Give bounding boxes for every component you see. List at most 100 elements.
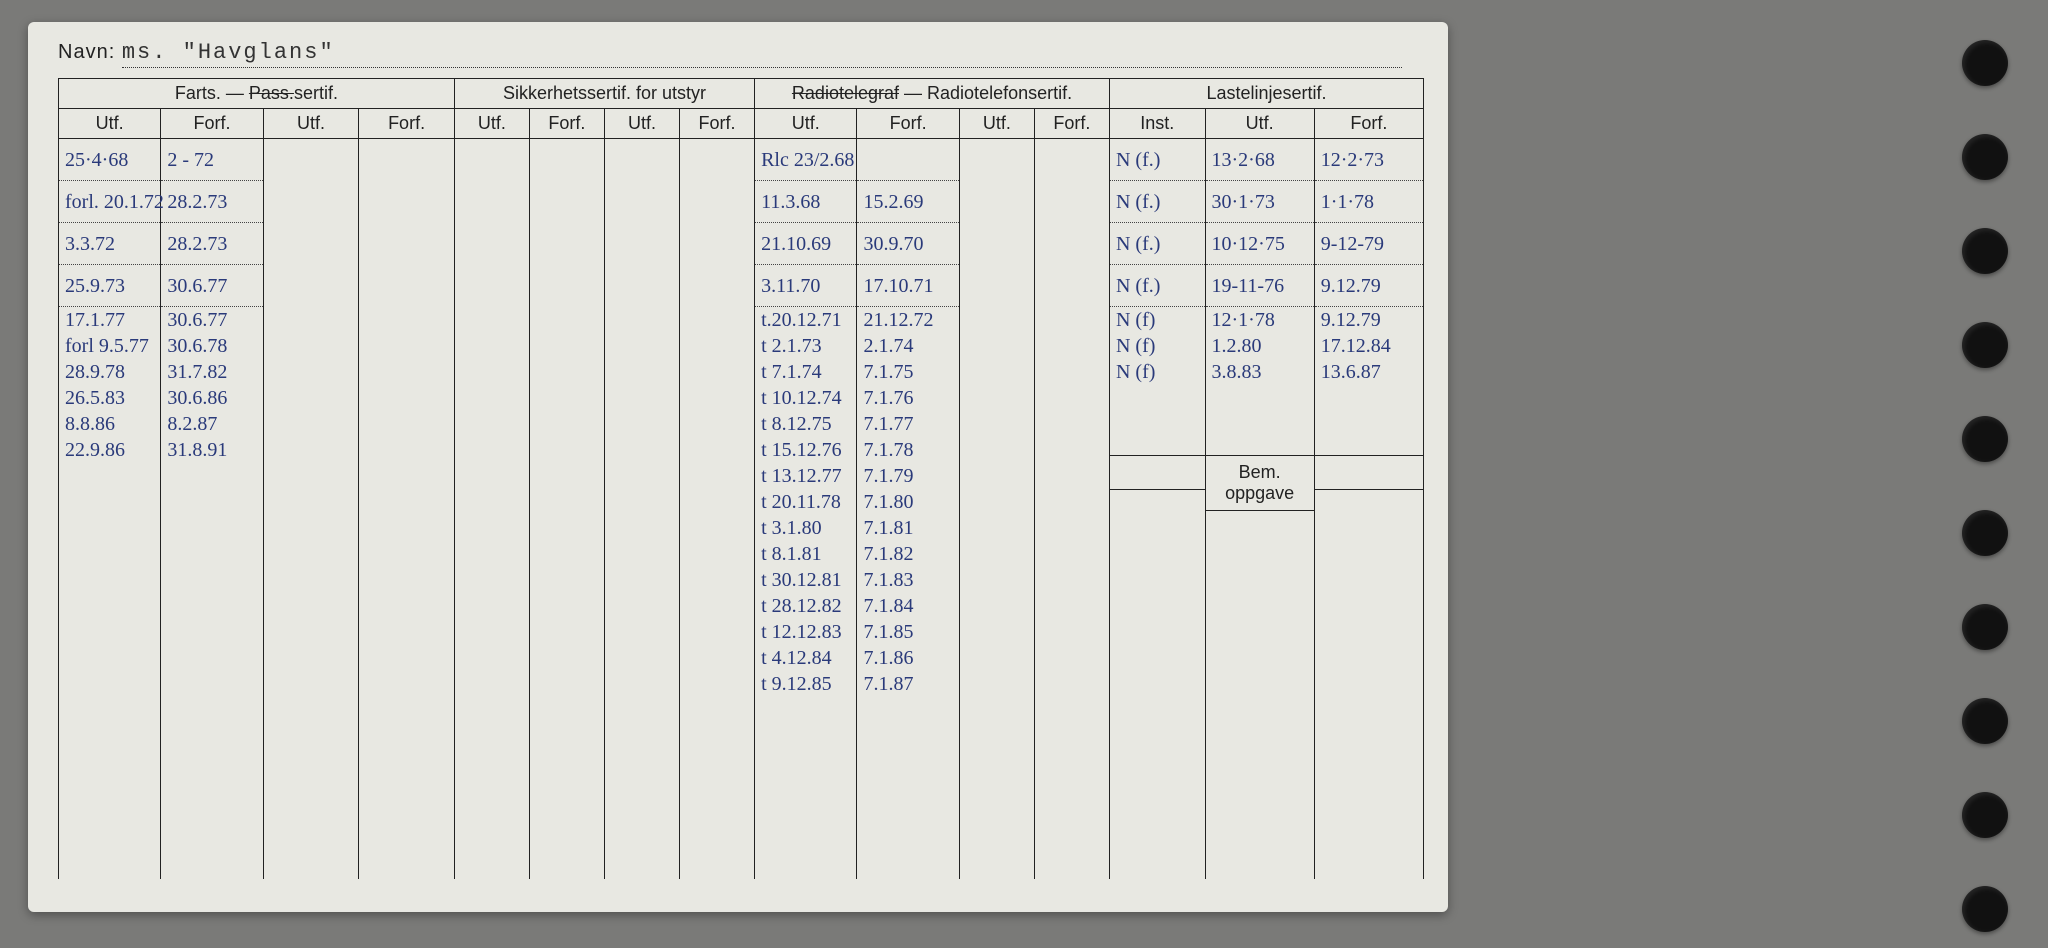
radio-utf2-col [959,139,1034,880]
handwritten-entry: 12·2·73 [1315,139,1423,181]
handwritten-entry: t 15.12.76 [755,437,856,463]
radio-forf-col: 15.2.6930.9.7017.10.7121.12.722.1.747.1.… [857,139,959,880]
handwritten-entry: t 9.12.85 [755,671,856,697]
handwritten-entry: 30.6.77 [161,307,262,333]
handwritten-entry: t 30.12.81 [755,567,856,593]
col-farts-utf2: Utf. [263,109,359,139]
handwritten-entry: 9.12.79 [1315,265,1423,307]
handwritten-entry: 17.12.84 [1315,333,1423,359]
radio-rest: Radiotelefonsertif. [927,83,1072,103]
farts-utf-col: 25·4·68forl. 20.1.723.3.7225.9.7317.1.77… [59,139,161,880]
sik-forf2-col [680,139,755,880]
handwritten-entry: N (f) [1110,307,1205,333]
handwritten-entry: N (f.) [1110,265,1205,307]
col-sik-utf1: Utf. [454,109,529,139]
handwritten-entry: 8.8.86 [59,411,160,437]
hole-icon [1962,416,2008,462]
group-header-farts: Farts. — Pass.sertif. [59,79,455,109]
handwritten-entry: forl 9.5.77 [59,333,160,359]
handwritten-entry: t 12.12.83 [755,619,856,645]
handwritten-entry: 31.7.82 [161,359,262,385]
handwritten-entry: 15.2.69 [857,181,958,223]
hole-icon [1962,604,2008,650]
handwritten-entry: t 2.1.73 [755,333,856,359]
handwritten-entry: 13.6.87 [1315,359,1423,385]
farts-text: Farts. — [175,83,244,103]
navn-row: Navn: ms. "Havglans" [58,40,1424,72]
handwritten-entry: 31.8.91 [161,437,262,463]
laste-inst-col: N (f.)N (f.)N (f.)N (f.)N (f)N (f)N (f) [1109,139,1205,880]
hole-icon [1962,886,2008,932]
col-sik-utf2: Utf. [604,109,679,139]
handwritten-entry: 3.3.72 [59,223,160,265]
handwritten-entry: N (f.) [1110,139,1205,181]
handwritten-entry: N (f.) [1110,223,1205,265]
handwritten-entry: 21.12.72 [857,307,958,333]
handwritten-entry: 30.6.86 [161,385,262,411]
handwritten-entry: N (f) [1110,359,1205,385]
hole-icon [1962,322,2008,368]
handwritten-entry: t 4.12.84 [755,645,856,671]
handwritten-entry: 30.9.70 [857,223,958,265]
farts-suffix: sertif. [294,83,338,103]
bem-oppgave-header [1110,455,1205,490]
hole-icon [1962,510,2008,556]
sik-utf1-col [454,139,529,880]
handwritten-entry: t.20.12.71 [755,307,856,333]
farts-utf2-col [263,139,359,880]
col-radio-utf2: Utf. [959,109,1034,139]
handwritten-entry: 28.2.73 [161,223,262,265]
col-radio-utf1: Utf. [755,109,857,139]
handwritten-entry: 7.1.84 [857,593,958,619]
handwritten-entry: 22.9.86 [59,437,160,463]
sik-utf2-col [604,139,679,880]
handwritten-entry: Rlc 23/2.68 [755,139,856,181]
bem-oppgave-header [1315,455,1423,490]
group-header-radio: Radiotelegraf — Radiotelefonsertif. [755,79,1110,109]
handwritten-entry: 1.2.80 [1206,333,1314,359]
handwritten-entry: 21.10.69 [755,223,856,265]
col-farts-forf2: Forf. [359,109,455,139]
handwritten-entry: 12·1·78 [1206,307,1314,333]
laste-forf-col: 12·2·731·1·789-12-799.12.799.12.7917.12.… [1314,139,1423,880]
handwritten-entry: 2 - 72 [161,139,262,181]
handwritten-entry: 7.1.85 [857,619,958,645]
handwritten-entry: 1·1·78 [1315,181,1423,223]
handwritten-entry: 17.1.77 [59,307,160,333]
handwritten-entry: 17.10.71 [857,265,958,307]
handwritten-entry: 7.1.83 [857,567,958,593]
handwritten-entry: t 10.12.74 [755,385,856,411]
radio-forf2-col [1034,139,1109,880]
handwritten-entry: 30·1·73 [1206,181,1314,223]
col-radio-forf1: Forf. [857,109,959,139]
handwritten-entry: 7.1.86 [857,645,958,671]
handwritten-entry: 9-12-79 [1315,223,1423,265]
handwritten-entry: t 20.11.78 [755,489,856,515]
handwritten-entry: 3.8.83 [1206,359,1314,385]
handwritten-entry: 28.9.78 [59,359,160,385]
handwritten-entry: 7.1.79 [857,463,958,489]
navn-label: Navn: [58,41,115,63]
handwritten-entry: 13·2·68 [1206,139,1314,181]
handwritten-entry: t 8.12.75 [755,411,856,437]
handwritten-entry: N (f) [1110,333,1205,359]
radio-strike: Radiotelegraf [792,83,899,103]
group-header-laste: Lastelinjesertif. [1109,79,1423,109]
handwritten-entry: t 8.1.81 [755,541,856,567]
record-card: Navn: ms. "Havglans" Farts. — Pass.serti… [28,22,1448,912]
handwritten-entry: 10·12·75 [1206,223,1314,265]
handwritten-entry: 7.1.82 [857,541,958,567]
handwritten-entry: 2.1.74 [857,333,958,359]
col-farts-utf1: Utf. [59,109,161,139]
binder-holes [1962,40,2008,932]
handwritten-entry: 7.1.75 [857,359,958,385]
handwritten-entry: t 28.12.82 [755,593,856,619]
hole-icon [1962,134,2008,180]
handwritten-entry: t 13.12.77 [755,463,856,489]
handwritten-entry: 11.3.68 [755,181,856,223]
handwritten-entry: 25·4·68 [59,139,160,181]
handwritten-entry: 7.1.80 [857,489,958,515]
handwritten-entry [857,139,958,181]
handwritten-entry: 26.5.83 [59,385,160,411]
handwritten-entry: t 3.1.80 [755,515,856,541]
